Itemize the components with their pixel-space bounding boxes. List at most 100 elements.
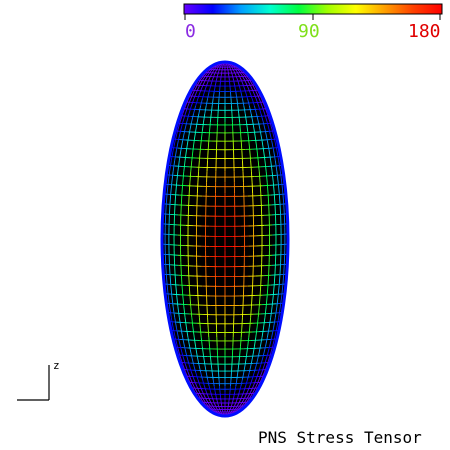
- mesh-longitude-segment: [241, 317, 243, 328]
- mesh-longitude-segment: [241, 150, 243, 161]
- mesh-longitude-segment: [193, 364, 197, 373]
- mesh-longitude-segment: [188, 379, 193, 387]
- mesh-longitude-segment: [260, 193, 262, 205]
- mesh-longitude-segment: [239, 346, 241, 356]
- mesh-longitude-segment: [230, 372, 232, 380]
- mesh-longitude-segment: [184, 317, 187, 328]
- mesh-longitude-segment: [206, 392, 210, 398]
- colorbar-min-label: 0: [185, 21, 196, 42]
- mesh-longitude-segment: [277, 284, 280, 296]
- mesh-longitude-segment: [260, 273, 262, 285]
- mesh-longitude-segment: [178, 150, 182, 161]
- mesh-longitude-segment: [258, 122, 261, 132]
- mesh-longitude-segment: [227, 412, 230, 415]
- mesh-longitude-segment: [199, 80, 203, 86]
- mesh-longitude-segment: [259, 131, 263, 141]
- mesh-longitude-segment: [246, 397, 251, 403]
- mesh-longitude-segment: [214, 80, 217, 86]
- mesh-longitude-segment: [202, 397, 206, 403]
- mesh-longitude-segment: [238, 355, 241, 365]
- mesh-longitude-segment: [269, 346, 273, 356]
- mesh-longitude-segment: [203, 402, 208, 407]
- mesh-longitude-segment: [179, 355, 184, 365]
- mesh-longitude-segment: [218, 98, 220, 106]
- mesh-longitude-segment: [235, 91, 238, 99]
- mesh-longitude-segment: [189, 346, 192, 356]
- mesh-longitude-segment: [260, 113, 264, 123]
- mesh-longitude-segment: [274, 140, 278, 151]
- mesh-longitude-segment: [177, 337, 181, 347]
- mesh-longitude-segment: [236, 372, 239, 380]
- mesh-longitude-segment: [177, 122, 181, 132]
- mesh-longitude-segment: [249, 80, 254, 86]
- mesh-longitude-segment: [266, 122, 270, 132]
- mesh-longitude-segment: [193, 131, 197, 141]
- mesh-longitude-segment: [245, 379, 248, 387]
- mesh-longitude-segment: [253, 131, 257, 141]
- mesh-longitude-segment: [209, 346, 211, 356]
- mesh-longitude-segment: [200, 98, 203, 107]
- mesh-longitude-segment: [211, 75, 215, 81]
- mesh-longitude-segment: [180, 273, 183, 285]
- mesh-longitude-segment: [198, 306, 200, 318]
- mesh-longitude-segment: [191, 317, 194, 328]
- mesh-longitude-segment: [237, 364, 240, 373]
- mesh-longitude-segment: [252, 346, 255, 356]
- mesh-longitude-segment: [251, 98, 255, 107]
- mesh-latitude-lines: [161, 61, 289, 417]
- mesh-longitude-segment: [255, 379, 260, 387]
- mesh-longitude-segment: [233, 392, 236, 398]
- mesh-longitude-segment: [174, 131, 178, 141]
- mesh-longitude-segment: [247, 371, 250, 380]
- mesh-longitude-segment: [214, 392, 217, 398]
- mesh-longitude-segment: [199, 85, 204, 92]
- mesh-longitude-segment: [202, 379, 205, 387]
- mesh-longitude-segment: [200, 337, 203, 347]
- mesh-longitude-segment: [231, 409, 235, 413]
- mesh-longitude-segment: [237, 67, 242, 72]
- mesh-longitude-segment: [230, 379, 232, 387]
- mesh-longitude-segment: [182, 355, 186, 365]
- mesh-longitude-segment: [213, 402, 217, 407]
- mesh-longitude-segment: [244, 75, 248, 81]
- mesh-longitude-segment: [266, 182, 269, 194]
- mesh-longitude-segment: [250, 306, 252, 318]
- mesh-longitude-segment: [167, 171, 171, 183]
- mesh-longitude-segment: [265, 171, 268, 183]
- mesh-longitude-segment: [279, 204, 282, 216]
- mesh-longitude-segment: [225, 63, 228, 66]
- mesh-longitude-segment: [273, 317, 276, 328]
- mesh-longitude-segment: [271, 295, 274, 307]
- mesh-longitude-segment: [229, 85, 231, 92]
- mesh-longitude-segment: [205, 71, 209, 76]
- mesh-longitude-segment: [204, 85, 207, 92]
- mesh-longitude-segment: [274, 327, 278, 338]
- mesh-longitude-segment: [241, 71, 245, 76]
- mesh-longitude-segment: [269, 122, 273, 132]
- mesh-longitude-segment: [182, 295, 185, 307]
- mesh-longitude-segment: [188, 193, 190, 205]
- mesh-longitude-segment: [185, 371, 189, 380]
- mesh-longitude-segment: [279, 262, 282, 274]
- mesh-longitude-segment: [174, 273, 177, 285]
- mesh-longitude-segment: [261, 327, 265, 338]
- mesh-longitude-segment: [208, 67, 213, 72]
- mesh-longitude-segment: [272, 131, 276, 141]
- mesh-longitude-segment: [229, 386, 231, 393]
- mesh-longitude-segment: [169, 160, 172, 172]
- mesh-longitude-segment: [201, 346, 204, 356]
- mesh-longitude-segment: [233, 71, 237, 76]
- ellipsoid-mesh: [160, 60, 290, 418]
- mesh-longitude-segment: [202, 80, 206, 86]
- mesh-longitude-segment: [190, 91, 195, 99]
- mesh-longitude-segment: [189, 122, 192, 132]
- mesh-longitude-segment: [193, 379, 198, 387]
- mesh-longitude-segment: [232, 75, 235, 81]
- mesh-longitude-segment: [257, 91, 262, 99]
- mesh-longitude-segment: [240, 131, 242, 141]
- mesh-longitude-segment: [258, 295, 261, 307]
- mesh-longitude-segment: [174, 193, 177, 205]
- mesh-longitude-segment: [283, 262, 285, 274]
- mesh-longitude-segment: [237, 406, 242, 411]
- mesh-longitude-segment: [241, 75, 246, 81]
